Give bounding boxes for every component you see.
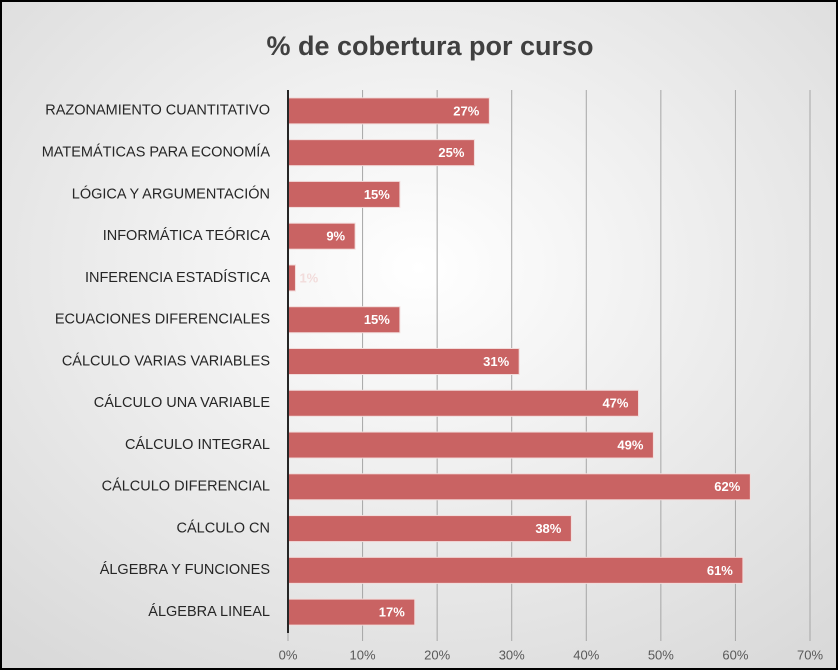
bar [287,515,572,543]
y-tick-label: CÁLCULO UNA VARIABLE [94,394,271,411]
x-tick-label: 40% [573,647,599,662]
bar [287,473,751,501]
y-tick-label: CÁLCULO CN [177,519,270,536]
x-tick-label: 60% [722,647,748,662]
bar [287,180,401,208]
y-tick-label: RAZONAMIENTO CUANTITATIVO [45,103,270,119]
x-tick-label: 70% [797,647,823,662]
x-tick-label: 10% [350,647,376,662]
y-tick-label: ECUACIONES DIFERENCIALES [55,312,270,328]
bar [287,389,639,417]
value-label: 49% [617,437,643,452]
value-label: 31% [483,354,509,369]
bar [287,139,475,167]
bar [287,264,296,292]
y-tick-label: LÓGICA Y ARGUMENTACIÓN [72,185,270,202]
bar [287,598,416,626]
x-tick-label: 30% [499,647,525,662]
value-label: 9% [326,229,345,244]
y-tick-label: CÁLCULO DIFERENCIAL [102,478,270,495]
y-tick-label: INFERENCIA ESTADÍSTICA [85,269,270,286]
x-tick-label: 20% [424,647,450,662]
x-tick-label: 50% [648,647,674,662]
bar [287,97,490,125]
bar [287,431,654,459]
value-label: 38% [535,521,561,536]
bar [287,222,356,250]
value-label: 27% [453,103,479,118]
y-tick-label: INFORMÁTICA TEÓRICA [103,227,271,244]
value-label: 62% [714,479,740,494]
y-tick-label: CÁLCULO INTEGRAL [125,436,270,453]
value-label: 17% [379,605,405,620]
y-tick-label: ÁLGEBRA LINEAL [148,603,270,620]
value-label: 15% [364,312,390,327]
x-tick-label: 0% [279,647,298,662]
value-label: 47% [602,396,628,411]
value-label: 1% [299,270,318,285]
y-tick-label: CÁLCULO VARIAS VARIABLES [62,352,270,369]
value-label: 25% [438,145,464,160]
bar [287,348,520,375]
bar [287,306,401,334]
chart-title: % de cobertura por curso [266,31,593,61]
value-label: 61% [707,563,733,578]
value-label: 15% [364,187,390,202]
y-tick-label: MATEMÁTICAS PARA ECONOMÍA [42,143,271,160]
bar [287,556,744,584]
y-tick-label: ÁLGEBRA Y FUNCIONES [100,561,270,578]
